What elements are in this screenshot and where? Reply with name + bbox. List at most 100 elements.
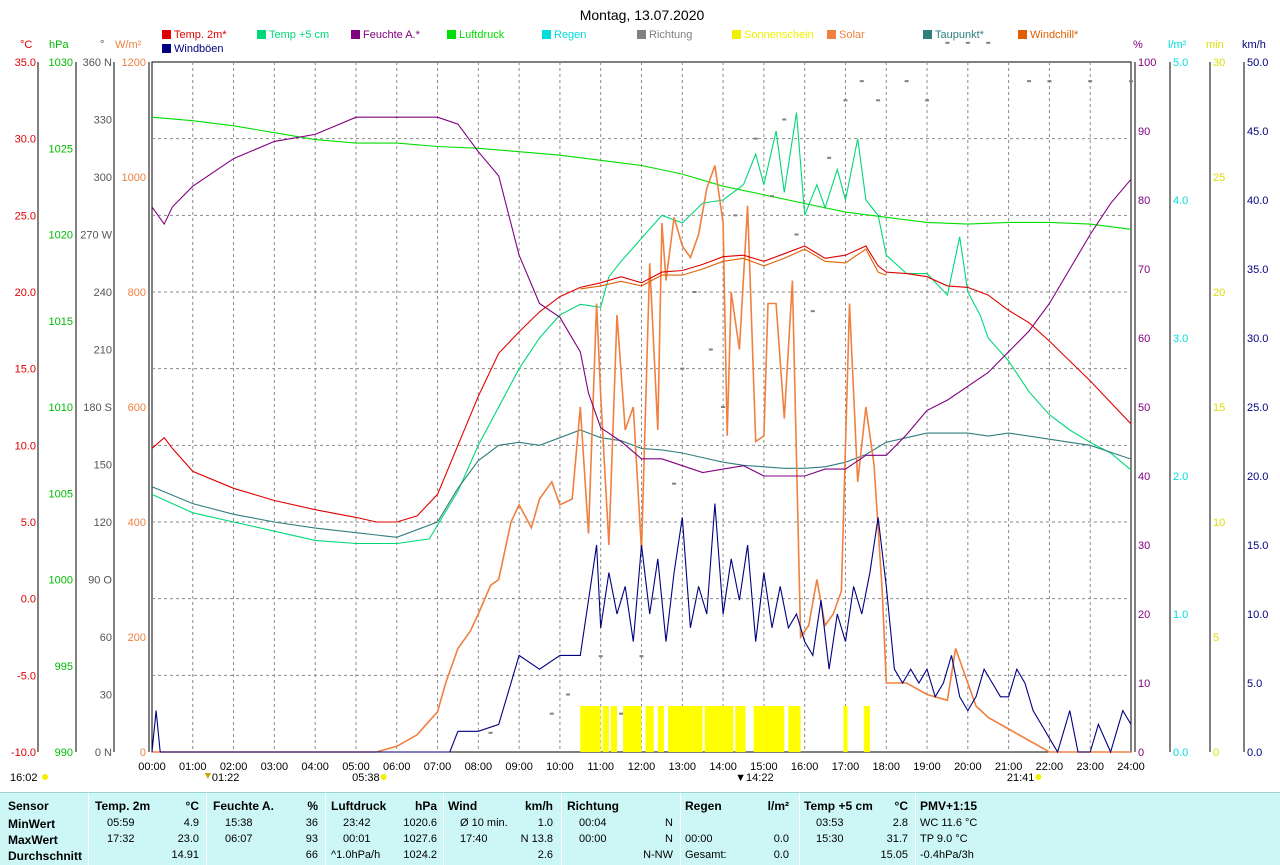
direction-point bbox=[692, 291, 697, 293]
direction-point bbox=[1006, 61, 1011, 63]
direction-point bbox=[892, 61, 897, 63]
direction-point bbox=[945, 41, 950, 44]
wind-tick-label: 50.0 bbox=[1247, 57, 1268, 69]
solar-tick-label: 1000 bbox=[122, 172, 146, 184]
table-cell-time: 15:30 bbox=[816, 833, 844, 845]
wind-tick-label: 0.0 bbox=[1247, 747, 1262, 759]
legend-label: Solar bbox=[839, 29, 865, 41]
table-cell-time: 00:00 bbox=[685, 833, 713, 845]
time-tick-label: 17:00 bbox=[832, 761, 860, 773]
sunshine-tick-label: 25 bbox=[1213, 172, 1225, 184]
direction-point bbox=[651, 597, 656, 600]
chart-legend: Temp. 2m* Temp +5 cm Feuchte A.* Luftdruck R… bbox=[162, 29, 1079, 55]
direction-tick-label: 270 W bbox=[80, 230, 112, 242]
wind-tick-label: 25.0 bbox=[1247, 402, 1268, 414]
sunshine-bars bbox=[580, 706, 870, 752]
legend-swatch bbox=[1018, 30, 1027, 39]
time-tick-label: 16:00 bbox=[791, 761, 819, 773]
wind-tick-label: 5.0 bbox=[1247, 678, 1262, 690]
table-header-unit: °C bbox=[185, 799, 199, 813]
wind-tick-label: 10.0 bbox=[1247, 609, 1268, 621]
direction-point bbox=[986, 41, 991, 44]
time-tick-label: 21:00 bbox=[995, 761, 1023, 773]
table-header: Sensor bbox=[8, 799, 49, 813]
humidity-tick-label: 90 bbox=[1138, 126, 1150, 138]
humidity-tick-label: 70 bbox=[1138, 264, 1150, 276]
wind-tick-label: 20.0 bbox=[1247, 471, 1268, 483]
time-tick-label: 03:00 bbox=[261, 761, 289, 773]
table-header-unit: % bbox=[307, 799, 318, 813]
rain-tick-label: 1.0 bbox=[1173, 609, 1188, 621]
table-cell-value: 23.0 bbox=[177, 833, 199, 845]
temp-tick-label: 25.0 bbox=[15, 210, 36, 222]
temp-tick-label: -5.0 bbox=[17, 670, 36, 682]
direction-point bbox=[1129, 80, 1133, 83]
legend-swatch bbox=[351, 30, 360, 39]
table-header: PMV+1:15 bbox=[920, 799, 978, 813]
table-cell-time: 00:04 bbox=[579, 817, 607, 829]
table-cell-time: 17:40 bbox=[460, 833, 488, 845]
table-cell-value: 66 bbox=[305, 849, 318, 861]
direction-point bbox=[925, 99, 930, 102]
direction-point bbox=[488, 731, 493, 734]
solar-unit: W/m² bbox=[115, 39, 142, 51]
table-cell-time: 15:38 bbox=[225, 817, 253, 829]
time-tick-label: 02:00 bbox=[220, 761, 248, 773]
series-line bbox=[151, 116, 1132, 230]
direction-tick-label: 210 bbox=[94, 345, 112, 357]
sunshine-bar bbox=[788, 706, 801, 752]
series-line bbox=[151, 116, 1132, 477]
legend-swatch bbox=[732, 30, 741, 39]
legend-swatch bbox=[923, 30, 932, 39]
pressure-tick-label: 1030 bbox=[49, 57, 73, 69]
rain-tick-label: 0.0 bbox=[1173, 747, 1188, 759]
sunshine-tick-label: 5 bbox=[1213, 632, 1219, 644]
solar-tick-label: 200 bbox=[128, 632, 146, 644]
sunshine-bar bbox=[843, 706, 848, 752]
noon-label: ▼14:22 bbox=[735, 772, 773, 784]
table-cell-value: 31.7 bbox=[886, 833, 908, 845]
table-divider bbox=[915, 793, 916, 865]
table-cell-value: 15.05 bbox=[880, 849, 908, 861]
pressure-tick-label: 1005 bbox=[49, 488, 73, 500]
table-divider bbox=[561, 793, 562, 865]
table-row-label: MaxWert bbox=[8, 833, 58, 847]
rain-tick-label: 2.0 bbox=[1173, 471, 1188, 483]
wind-tick-label: 35.0 bbox=[1247, 264, 1268, 276]
temp-tick-label: 30.0 bbox=[15, 134, 36, 146]
sunshine-tick-label: 10 bbox=[1213, 517, 1225, 529]
direction-point bbox=[753, 137, 758, 140]
direction-tick-label: 120 bbox=[94, 517, 112, 529]
time-tick-label: 24:00 bbox=[1117, 761, 1145, 773]
direction-point bbox=[876, 99, 881, 102]
legend-label: Temp +5 cm bbox=[269, 29, 329, 41]
sunshine-bar bbox=[580, 706, 601, 752]
table-cell-value: 36 bbox=[305, 817, 318, 829]
table-cell-value: 2.8 bbox=[892, 817, 908, 829]
table-header: Feuchte A. bbox=[213, 799, 274, 813]
direction-point bbox=[639, 655, 644, 658]
series-line bbox=[151, 245, 1132, 523]
pressure-unit: hPa bbox=[49, 39, 69, 51]
humidity-tick-label: 20 bbox=[1138, 609, 1150, 621]
time-tick-label: 07:00 bbox=[424, 761, 452, 773]
series-line bbox=[151, 429, 1132, 538]
sunshine-tick-label: 15 bbox=[1213, 402, 1225, 414]
table-header-unit: km/h bbox=[524, 799, 553, 813]
table-divider bbox=[443, 793, 444, 865]
direction-point bbox=[721, 406, 726, 408]
temp-tick-label: -10.0 bbox=[11, 747, 36, 759]
table-cell-time: 00:01 bbox=[343, 833, 371, 845]
sunshine-bar bbox=[610, 706, 618, 752]
pressure-tick-label: 995 bbox=[55, 661, 73, 673]
sunshine-bar bbox=[668, 706, 703, 752]
table-cell-value: 4.9 bbox=[183, 817, 199, 829]
sunrise-dot bbox=[380, 774, 387, 780]
direction-point bbox=[549, 712, 554, 715]
humidity-tick-label: 0 bbox=[1138, 747, 1144, 759]
temp-tick-label: 35.0 bbox=[15, 57, 36, 69]
legend-label: Temp. 2m* bbox=[174, 29, 227, 41]
direction-point bbox=[1047, 80, 1052, 83]
chart-grid bbox=[151, 61, 1132, 753]
sunshine-bar bbox=[863, 706, 870, 752]
